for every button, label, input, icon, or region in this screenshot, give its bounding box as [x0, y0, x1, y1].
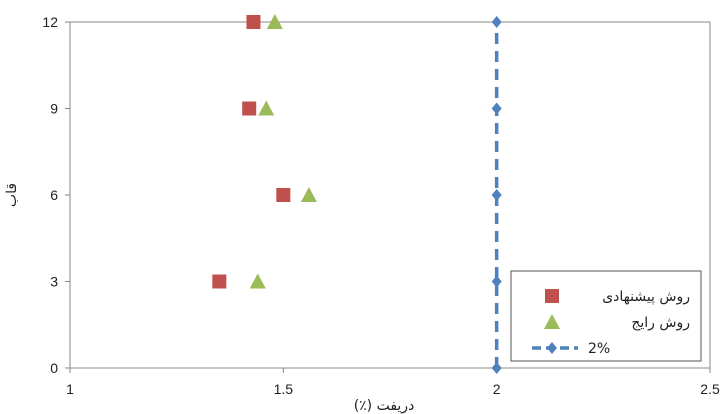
x-axis: 1 1.5 2 2.5: [66, 368, 720, 397]
series-layer: [212, 14, 502, 374]
legend-label: 2%: [588, 341, 610, 357]
data-point: [246, 15, 261, 29]
legend-items: روش پیشنهادی روش رایج 2%: [532, 289, 690, 357]
data-point: [249, 273, 266, 289]
series-2: [491, 16, 502, 374]
data-point: [276, 188, 291, 202]
y-tick-label: 6: [50, 187, 58, 203]
data-point: [300, 187, 317, 202]
x-tick-label: 2.5: [700, 381, 720, 397]
y-axis: 0 3 6 9 12: [42, 14, 70, 376]
data-point: [212, 274, 227, 289]
data-point: [242, 101, 257, 116]
legend-item-1: روش رایج: [544, 314, 690, 331]
legend-marker: [544, 314, 560, 329]
data-point: [491, 102, 502, 115]
y-tick-label: 0: [50, 360, 58, 376]
data-point: [491, 16, 502, 28]
legend-marker: [547, 342, 557, 354]
y-axis-label: قاب: [4, 183, 20, 207]
x-tick-label: 1.5: [274, 381, 294, 397]
series-0: [212, 15, 291, 289]
x-tick-label: 2: [493, 381, 501, 397]
data-point: [491, 189, 502, 201]
data-point: [491, 275, 502, 288]
legend-item-2: 2%: [532, 341, 610, 357]
data-point: [266, 14, 283, 29]
y-tick-label: 3: [50, 274, 58, 290]
x-tick-label: 1: [66, 381, 74, 397]
data-point: [258, 100, 275, 116]
y-tick-label: 12: [42, 14, 58, 30]
legend-label: روش پیشنهادی: [602, 289, 690, 305]
legend-item-0: روش پیشنهادی: [545, 289, 690, 305]
series-1: [249, 14, 317, 289]
data-point: [491, 362, 502, 374]
y-tick-label: 9: [50, 101, 58, 117]
legend-box: [510, 270, 702, 362]
legend: روش پیشنهادی روش رایج 2%: [510, 270, 702, 362]
x-axis-label: دریفت (٪): [354, 398, 415, 414]
legend-marker: [545, 289, 559, 303]
legend-label: روش رایج: [631, 315, 690, 331]
